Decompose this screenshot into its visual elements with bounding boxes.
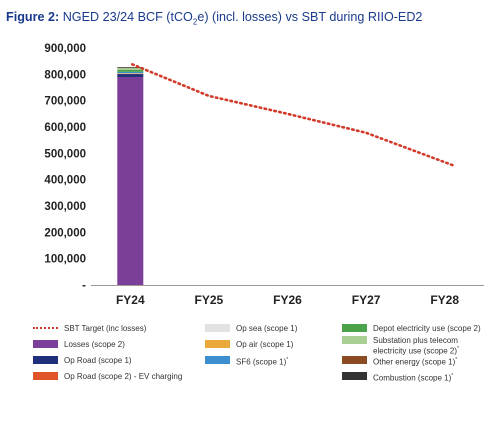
x-tick-label: FY27	[352, 293, 381, 307]
figure-number: Figure 2:	[6, 10, 60, 24]
bar-segment	[117, 67, 144, 70]
y-tick-label: 800,000	[44, 69, 86, 81]
y-tick-label: 100,000	[44, 254, 86, 266]
y-tick-label: 600,000	[44, 122, 86, 134]
x-tick-label: FY24	[116, 293, 145, 307]
bar-segment	[117, 67, 144, 68]
chart-title: Figure 2: NGED 23/24 BCF (tCO2e) (incl. …	[6, 10, 422, 27]
y-tick-label: -	[82, 280, 86, 292]
x-tick-label: FY28	[430, 293, 459, 307]
y-tick-label: 300,000	[44, 201, 86, 213]
y-tick-label: 700,000	[44, 96, 86, 108]
bar-segment	[117, 76, 144, 285]
x-tick-label: FY25	[195, 293, 224, 307]
title-subscript: 2	[192, 17, 198, 27]
title-text-b: e) (incl. losses) vs SBT during RIIO-ED2	[197, 10, 423, 24]
sbt-target-line	[131, 63, 455, 167]
bar-segment	[117, 73, 144, 77]
y-tick-label: 200,000	[44, 227, 86, 239]
y-tick-label: 900,000	[44, 43, 86, 55]
y-tick-label: 400,000	[44, 175, 86, 187]
bar-segment	[117, 73, 144, 74]
bar-segment	[117, 71, 144, 74]
title-text-a: NGED 23/24 BCF (tCO	[62, 10, 193, 24]
bar-segment	[117, 69, 144, 72]
y-tick-label: 500,000	[44, 148, 86, 160]
x-tick-label: FY26	[273, 293, 302, 307]
